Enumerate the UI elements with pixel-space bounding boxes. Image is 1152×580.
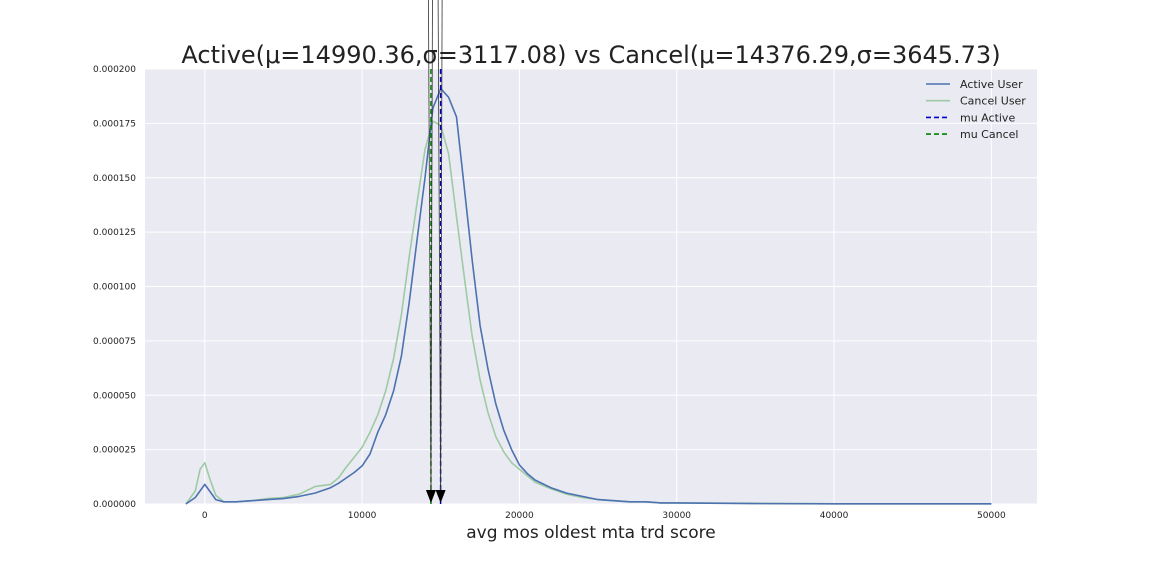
y-tick-label: 0.000075 xyxy=(93,337,136,347)
chart-title: Active(μ=14990.36,σ=3117.08) vs Cancel(μ… xyxy=(181,41,1000,69)
grid-layer xyxy=(145,68,1037,505)
tick-layer: 0 10000 20000 30000 40000 50000 0.000000 0.0000… xyxy=(93,65,1006,521)
y-tick-label: 0.000100 xyxy=(93,283,136,293)
legend-label: mu Cancel xyxy=(960,128,1018,141)
x-tick-label: 10000 xyxy=(348,511,377,521)
annotation-line xyxy=(430,0,433,491)
series-line-active-user xyxy=(185,87,992,505)
y-tick-label: 0.000150 xyxy=(93,174,136,184)
x-tick-label: 50000 xyxy=(977,511,1006,521)
x-tick-label: 0 xyxy=(202,511,208,521)
x-tick-label: 30000 xyxy=(662,511,691,521)
y-tick-label: 0.000125 xyxy=(93,228,136,238)
x-tick-label: 40000 xyxy=(820,511,849,521)
y-tick-label: 0.000000 xyxy=(93,500,136,510)
legend-label: Active User xyxy=(960,78,1023,91)
annotation-line xyxy=(440,0,443,491)
y-tick-label: 0.000175 xyxy=(93,119,136,129)
y-tick-label: 0.000025 xyxy=(93,446,136,456)
y-tick-label: 0.000200 xyxy=(93,65,136,75)
series-layer xyxy=(185,87,992,505)
annotation-line xyxy=(428,0,432,491)
legend-label: mu Active xyxy=(960,111,1015,124)
annotation-layer xyxy=(425,0,446,503)
y-tick-label: 0.000050 xyxy=(93,391,136,401)
annotation-arrowhead xyxy=(425,490,436,503)
x-axis-label: avg mos oldest mta trd score xyxy=(466,523,715,543)
legend: Active User Cancel User mu Active mu Cancel xyxy=(926,78,1026,141)
annotation-arrowhead xyxy=(435,490,446,503)
legend-label: Cancel User xyxy=(960,95,1026,108)
x-tick-label: 20000 xyxy=(505,511,534,521)
annotation-line xyxy=(437,0,442,491)
